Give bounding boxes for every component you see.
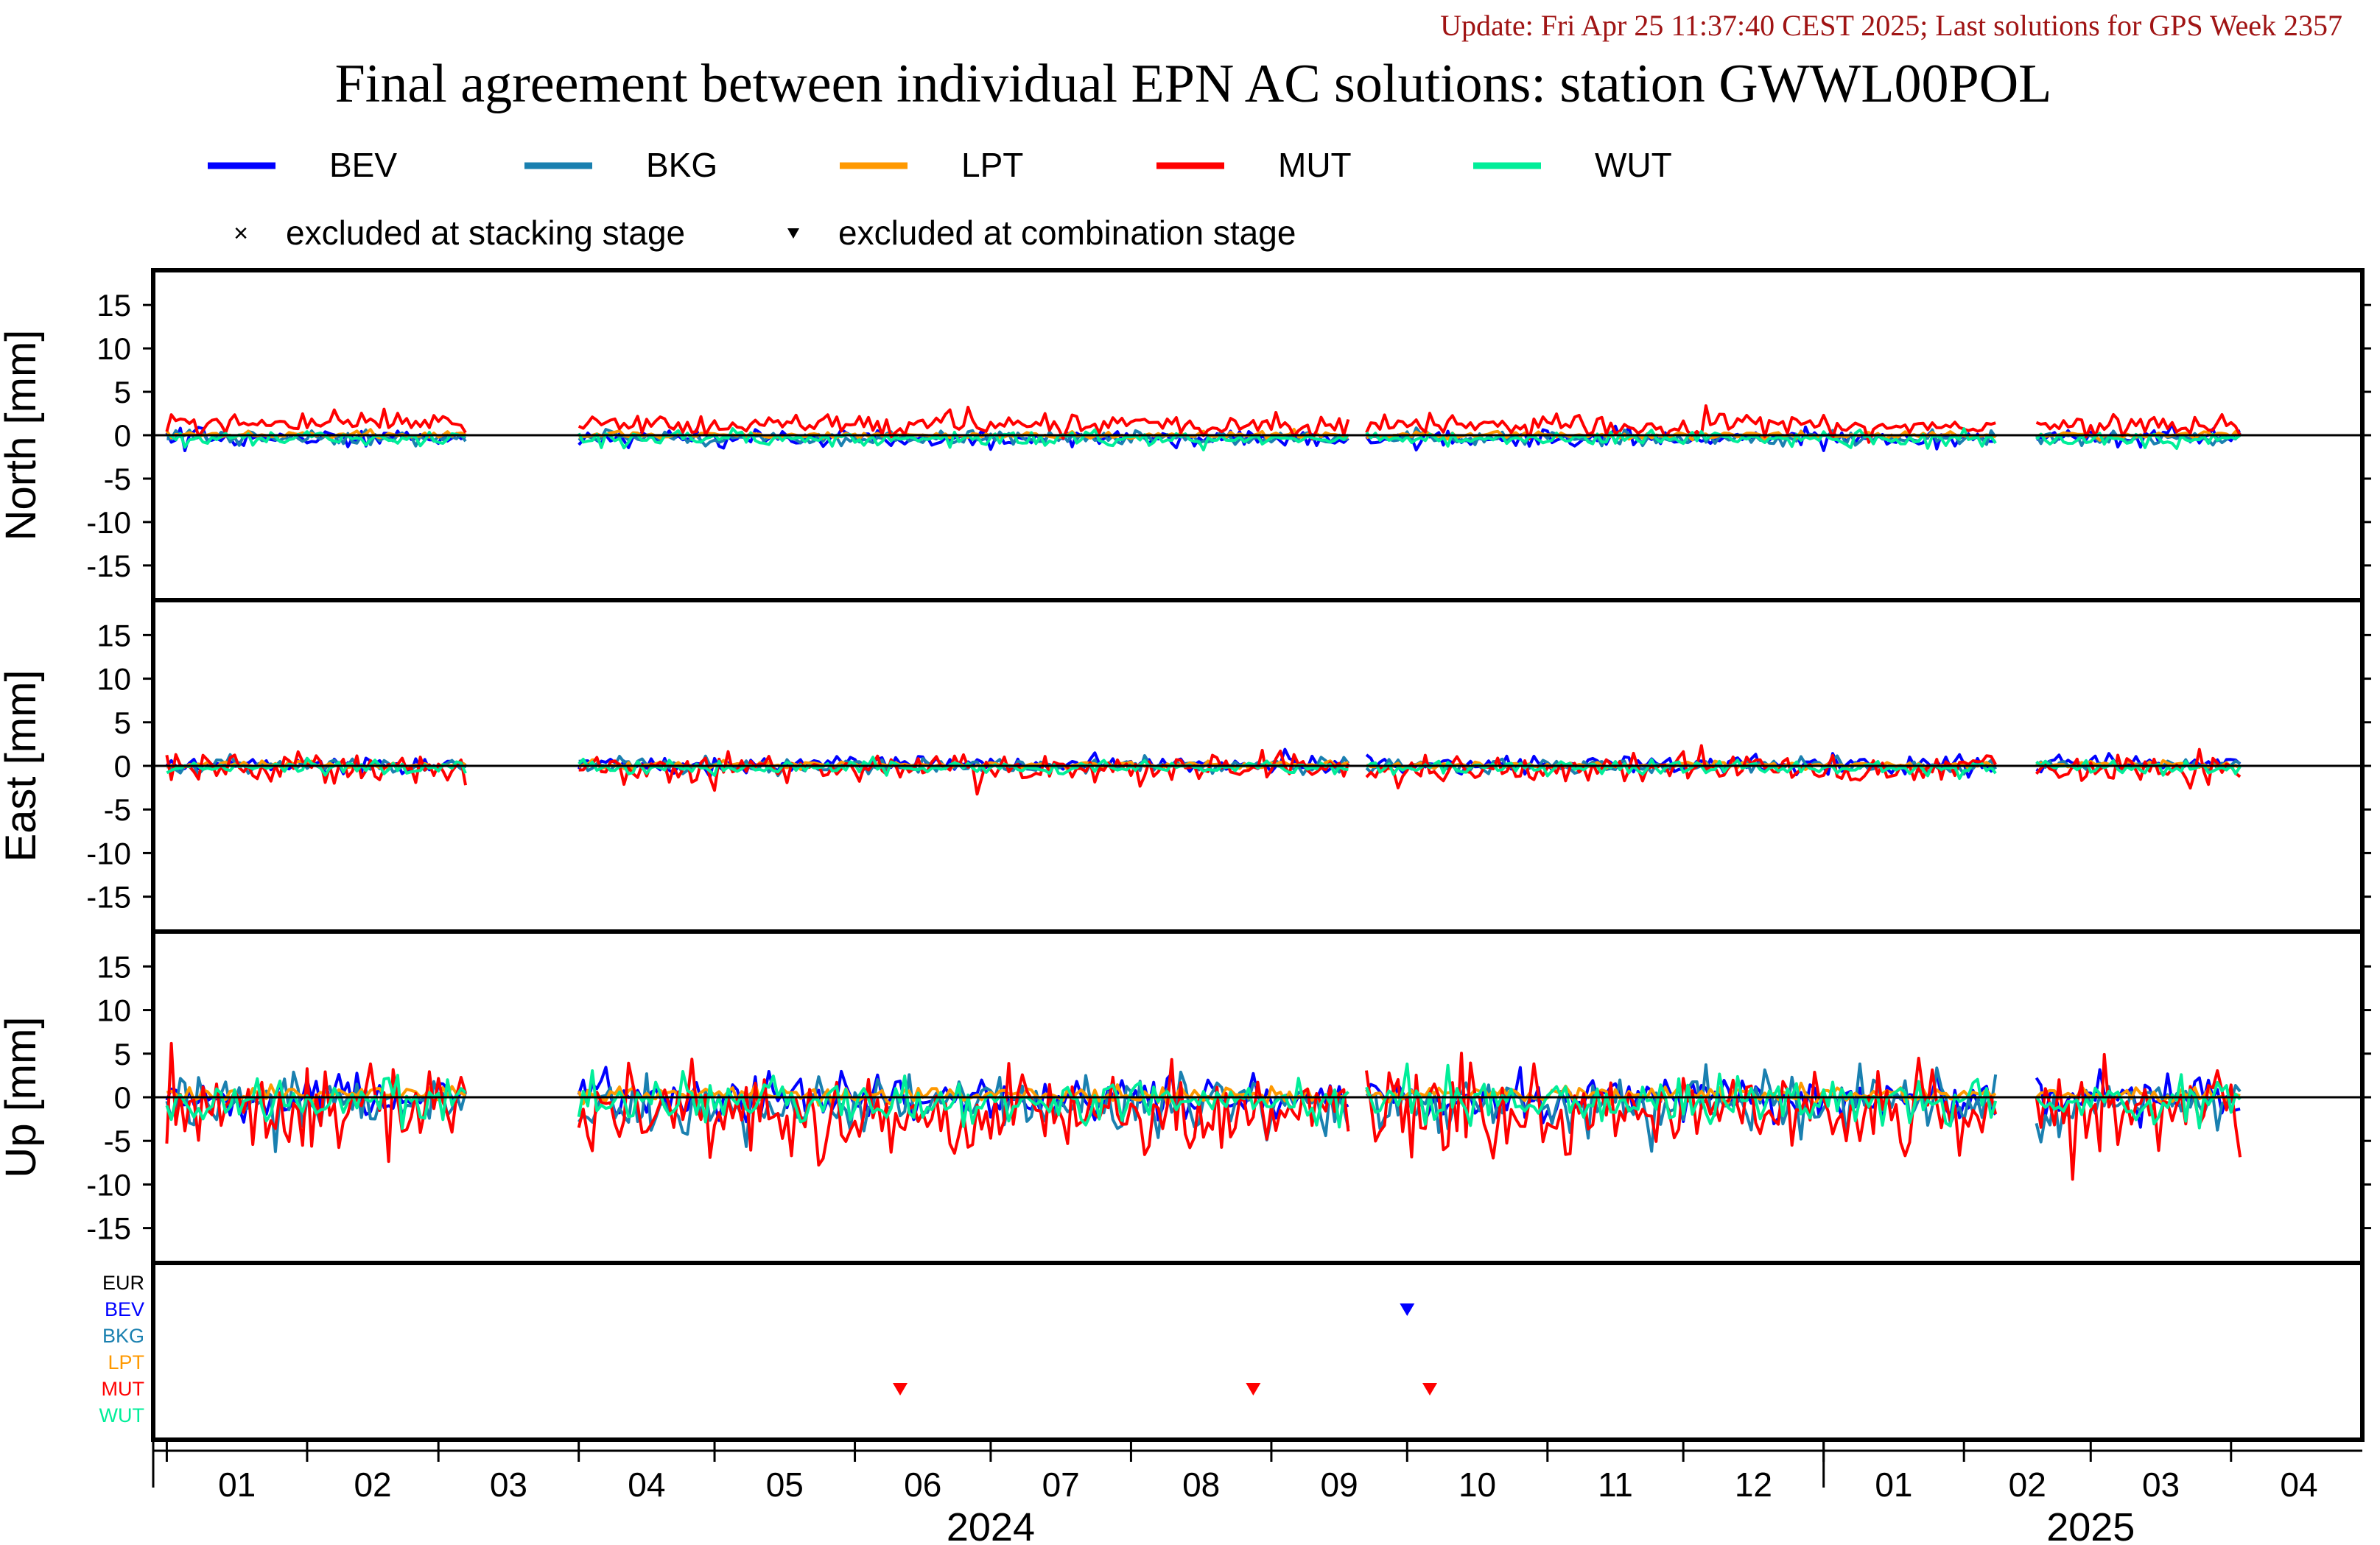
y-tick-label: -5 — [104, 792, 131, 827]
excluded-panel-frame — [151, 1261, 2365, 1442]
excluded-row-label-eur: EUR — [102, 1272, 144, 1294]
y-tick-label: 15 — [96, 618, 131, 652]
y-axis-label: Up [mm] — [0, 1016, 45, 1178]
x-month-label: 04 — [2280, 1465, 2317, 1504]
time-axis: 01 02 03 04 05 06 07 08 09 10 11 12 01 02 03 04 2024 2025 — [152, 1440, 2362, 1545]
update-text: Update: Fri Apr 25 11:37:40 CEST 2025; L… — [1440, 9, 2342, 42]
excluded-row-label-bev: BEV — [105, 1298, 144, 1320]
y-tick-label: 5 — [114, 1037, 131, 1071]
y-tick-label: 10 — [96, 662, 131, 697]
x-month-label: 10 — [1458, 1465, 1496, 1504]
excluded-row-label-lpt: LPT — [108, 1351, 144, 1373]
panels: North [mm] 15 10 5 0 -5 -10 -15 East [mm] 15 10 5 0 -… — [0, 268, 2371, 1265]
y-tick-label: 5 — [114, 375, 131, 409]
excluded-stacking-label: excluded at stacking stage — [286, 214, 685, 252]
y-tick-label: 0 — [114, 1080, 131, 1115]
y-tick-label: -15 — [86, 1211, 131, 1246]
excluded-row-label-mut: MUT — [102, 1378, 144, 1400]
x-year-label: 2024 — [947, 1505, 1035, 1545]
x-month-label: 02 — [2009, 1465, 2046, 1504]
excluded-marker — [1422, 1383, 1438, 1396]
y-tick-label: 15 — [96, 949, 131, 984]
y-tick-label: -5 — [104, 1124, 131, 1158]
panel-east: East [mm] 15 10 5 0 -5 -10 -15 — [0, 598, 2371, 934]
x-month-label: 04 — [628, 1465, 665, 1504]
excluded-panel: EUR BEV BKG LPT MUT WUT — [99, 1261, 2365, 1442]
legend: BEV BKG LPT MUT WUT × excluded at stacking sta… — [208, 146, 1672, 252]
excluded-marker — [1400, 1303, 1415, 1316]
y-tick-label: -15 — [86, 549, 131, 583]
chart-title: Final agreement between individual EPN A… — [335, 54, 2052, 114]
cross-symbol: × — [234, 219, 248, 247]
x-year-label: 2025 — [2046, 1505, 2135, 1545]
y-tick-label: -10 — [86, 836, 131, 870]
excluded-combination-label: excluded at combination stage — [838, 214, 1296, 252]
legend-label-mut: MUT — [1278, 146, 1352, 184]
series-group — [165, 744, 2242, 796]
y-axis-label: East [mm] — [0, 669, 45, 862]
y-tick-label: 10 — [96, 993, 131, 1028]
y-tick-label: 15 — [96, 288, 131, 323]
x-month-label: 09 — [1321, 1465, 1358, 1504]
y-tick-label: -10 — [86, 1167, 131, 1202]
y-tick-label: 0 — [114, 418, 131, 453]
x-month-label: 05 — [766, 1465, 804, 1504]
x-month-label: 03 — [2142, 1465, 2180, 1504]
panel-up: Up [mm] 15 10 5 0 -5 -10 -15 — [0, 929, 2371, 1265]
y-tick-label: -5 — [104, 462, 131, 496]
x-month-label: 03 — [490, 1465, 527, 1504]
series-line-mut — [165, 404, 2242, 444]
y-tick-label: -10 — [86, 505, 131, 540]
x-month-label: 02 — [354, 1465, 391, 1504]
y-tick-label: 0 — [114, 749, 131, 784]
excluded-row-label-bkg: BKG — [102, 1325, 144, 1347]
x-month-label: 01 — [218, 1465, 256, 1504]
series-line-bev — [165, 1066, 2241, 1129]
x-month-label: 01 — [1875, 1465, 1912, 1504]
series-line-wut — [165, 1062, 2242, 1130]
triangle-symbol — [787, 228, 799, 239]
x-month-label: 08 — [1182, 1465, 1220, 1504]
x-month-label: 07 — [1042, 1465, 1080, 1504]
legend-label-bev: BEV — [329, 146, 397, 184]
x-month-label: 06 — [904, 1465, 941, 1504]
series-line-mut — [165, 744, 2242, 796]
legend-label-lpt: LPT — [961, 146, 1023, 184]
legend-label-wut: WUT — [1595, 146, 1672, 184]
x-month-label: 12 — [1735, 1465, 1772, 1504]
series-group — [165, 404, 2242, 452]
series-line-mut — [165, 1041, 2242, 1181]
y-axis-label: North [mm] — [0, 330, 45, 541]
y-tick-label: 5 — [114, 705, 131, 740]
excluded-row-label-wut: WUT — [99, 1404, 144, 1426]
y-tick-label: 10 — [96, 331, 131, 366]
excluded-marker — [1246, 1383, 1261, 1396]
legend-label-bkg: BKG — [646, 146, 717, 184]
x-month-label: 11 — [1598, 1465, 1633, 1504]
excluded-marker — [893, 1383, 908, 1396]
series-group — [165, 1041, 2242, 1181]
y-tick-label: -15 — [86, 880, 131, 915]
panel-north: North [mm] 15 10 5 0 -5 -10 -15 — [0, 268, 2371, 602]
